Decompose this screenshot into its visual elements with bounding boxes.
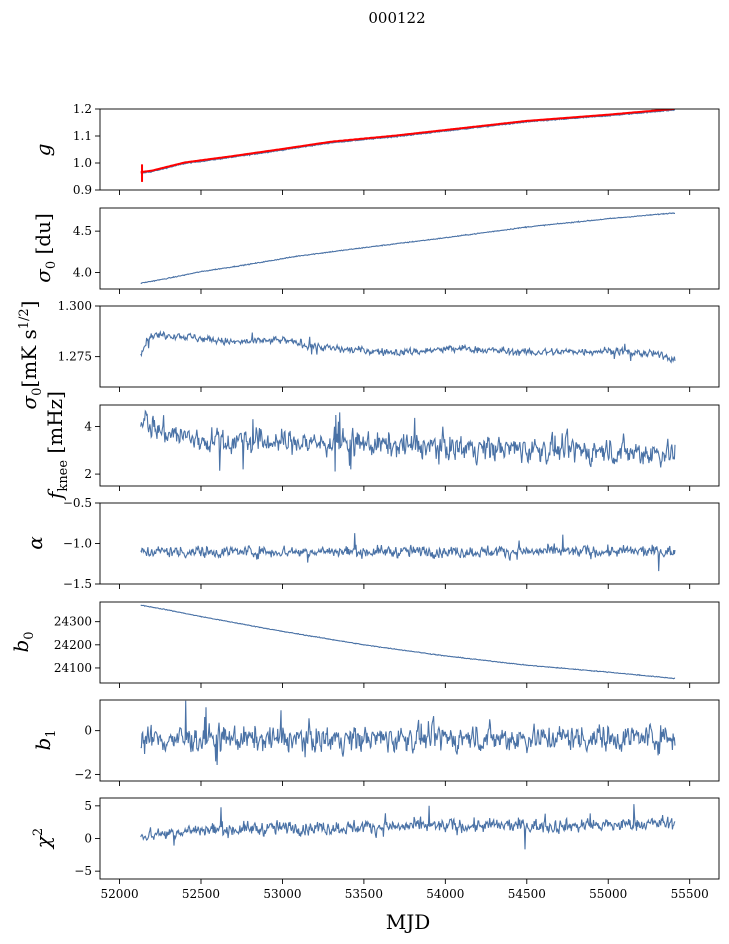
ylabel-fknee-unit: [mHz] (43, 391, 67, 460)
panel-chi2: χ2 −5 0 5 52000 52500 53000 53500 54000 54500 550… (31, 797, 720, 901)
x-tick-label: 54500 (508, 887, 546, 901)
y-tick-label: 1.1 (73, 129, 92, 143)
x-tick-label: 54000 (426, 887, 464, 901)
series-line (140, 533, 676, 572)
panel-b0: b0 24100 24200 24300 (9, 601, 720, 688)
y-tick-label: 4.5 (73, 224, 92, 238)
y-tick-label: 24300 (54, 615, 92, 629)
y-tick-label: 0 (84, 724, 92, 738)
y-tick-label: 2 (84, 467, 92, 481)
ylabel-gain: g (31, 144, 55, 157)
series-line (140, 109, 676, 174)
panel-sigma0-mk: σ0[mK s1/2] 1.275 1.300 (17, 299, 720, 410)
ylabel-chi2-symbol: χ (31, 834, 55, 850)
series-line (140, 329, 676, 364)
ylabel-b1-sub: 1 (44, 729, 59, 737)
series-line (140, 700, 676, 766)
panel-sigma0-du: σ0 [du] 4.0 4.5 (31, 207, 720, 294)
ylabel-gain-text: g (31, 144, 55, 157)
x-tick-label: 53500 (345, 887, 383, 901)
gain-overlay-line (140, 109, 675, 174)
y-tick-label: 1.275 (58, 350, 92, 364)
y-tick-label: 24100 (54, 661, 92, 675)
x-tick-label: 52500 (182, 887, 220, 901)
ylabel-sigma0-mk-sup: 1/2 (17, 308, 32, 329)
y-tick-label: 0.9 (73, 183, 92, 197)
x-tick-label: 52000 (100, 887, 138, 901)
x-axis-label: MJD (386, 910, 431, 934)
y-tick-label: −0.5 (63, 496, 92, 510)
panel-b1: b1 −2 0 (31, 699, 720, 786)
panel-gain: g 0.9 1.0 1.1 1.2 (31, 102, 720, 197)
ylabel-sigma0-du-symbol: σ (31, 268, 55, 283)
y-tick-label: 1.2 (73, 102, 92, 116)
series-line (140, 409, 676, 472)
y-tick-label: 4.0 (73, 265, 92, 279)
y-tick-label: 24200 (54, 638, 92, 652)
y-tick-label: −5 (74, 864, 92, 878)
panel-frame (99, 699, 720, 782)
y-tick-label: 1.0 (73, 156, 92, 170)
panel-frame (99, 108, 720, 191)
ylabel-b1: b1 (31, 729, 59, 750)
ylabel-b0-symbol: b (9, 640, 33, 653)
y-tick-label: −2 (74, 767, 92, 781)
panel-frame (99, 502, 720, 585)
y-tick-label: 0 (84, 832, 92, 846)
series-line (140, 212, 675, 284)
ylabel-fknee: fknee [mHz] (43, 391, 71, 501)
ylabel-sigma0-mk-symbol: σ (17, 395, 41, 410)
panel-frame (99, 797, 720, 880)
panel-fknee: fknee [mHz] 2 4 (43, 391, 720, 501)
ylabel-sigma0-mk: σ0[mK s1/2] (17, 300, 45, 409)
series-line (140, 804, 676, 850)
y-tick-label: 4 (84, 419, 92, 433)
ylabel-sigma0-du: σ0 [du] (31, 213, 59, 283)
ylabel-b1-symbol: b (31, 738, 55, 751)
figure-suptitle: 000122 (368, 9, 425, 27)
ylabel-alpha: α (23, 536, 47, 550)
ylabel-chi2-sup: 2 (31, 828, 46, 836)
ylabel-sigma0-mk-sub: 0 (30, 388, 45, 396)
panel-frame (99, 305, 720, 388)
ylabel-sigma0-du-sub: 0 (44, 261, 59, 269)
panel-frame (99, 601, 720, 684)
ylabel-chi2: χ2 (31, 828, 55, 850)
ylabel-sigma0-mk-unit: [mK s (17, 329, 41, 387)
y-tick-label: 1.300 (58, 299, 92, 313)
x-tick-label: 53000 (263, 887, 301, 901)
ylabel-b0: b0 (9, 631, 37, 652)
y-tick-label: −1.0 (63, 537, 92, 551)
y-tick-label: −1.5 (63, 577, 92, 591)
panel-frame (99, 404, 720, 487)
ylabel-fknee-sub: knee (56, 460, 71, 492)
ylabel-sigma0-mk-close: ] (17, 300, 41, 308)
panel-alpha: α −1.5 −1.0 −0.5 (23, 496, 720, 591)
ylabel-sigma0-du-unit: [du] (31, 213, 55, 261)
series-line (140, 604, 676, 680)
x-tick-label: 55000 (589, 887, 627, 901)
y-tick-label: 5 (84, 799, 92, 813)
x-tick-label: 55500 (671, 887, 709, 901)
panel-frame (99, 207, 720, 290)
ylabel-b0-sub: 0 (22, 631, 37, 639)
